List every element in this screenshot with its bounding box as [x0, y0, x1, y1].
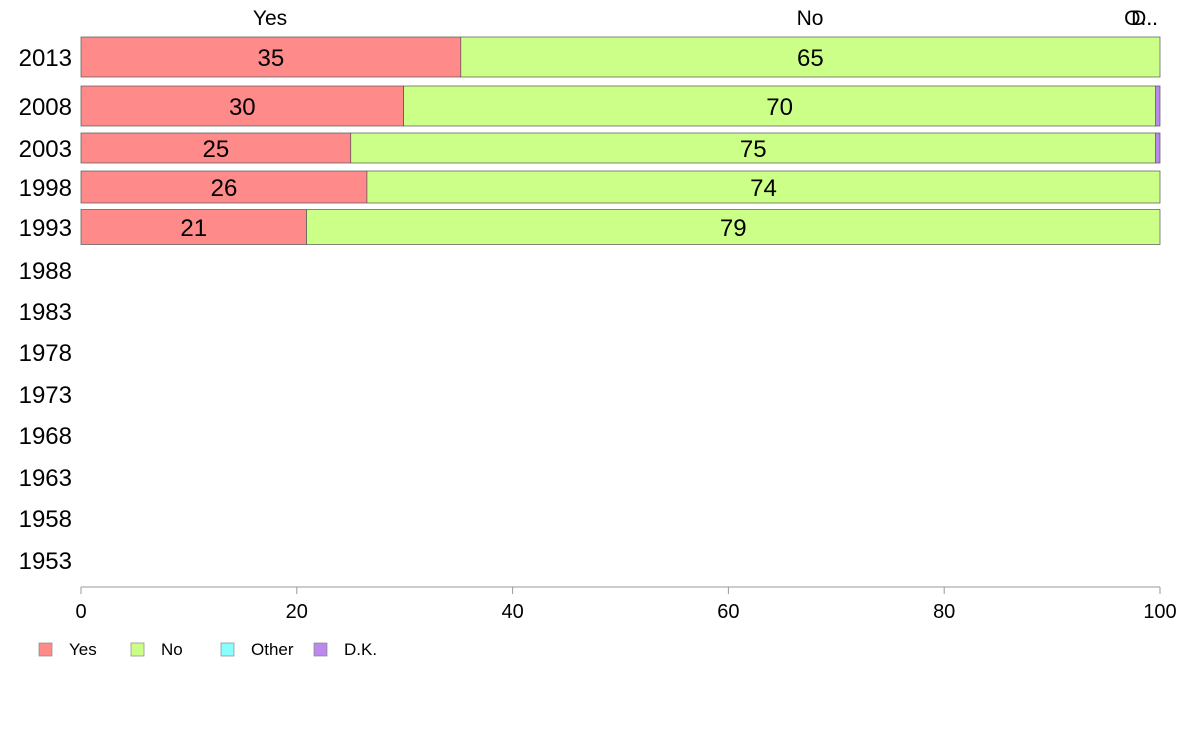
y-tick-label-2003: 2003: [19, 136, 72, 163]
legend-swatch-yes: [38, 642, 53, 657]
legend-label-no: No: [161, 640, 183, 659]
bar-2013-no: [460, 36, 1161, 78]
x-tick-label-0: 0: [75, 601, 86, 623]
legend-label-dk: D.K.: [344, 640, 377, 659]
x-tick-label-40: 40: [501, 601, 523, 623]
column-label-3: O...: [1124, 7, 1158, 30]
y-tick-label-1963: 1963: [19, 465, 72, 492]
bar-label-1993-no: 79: [720, 215, 747, 242]
y-tick-label-1968: 1968: [19, 423, 72, 450]
bar-label-1993-yes: 21: [180, 215, 207, 242]
legend-swatch-dk: [313, 642, 328, 657]
bar-2003-yes: [80, 132, 352, 164]
column-label-0: Yes: [253, 7, 287, 30]
bar-2003-no: [350, 132, 1157, 164]
x-tick-label-60: 60: [717, 601, 739, 623]
y-tick-label-2013: 2013: [19, 45, 72, 72]
bar-1998-no: [366, 170, 1161, 204]
bar-1993-yes: [80, 209, 307, 245]
bar-2008-yes: [80, 85, 404, 127]
column-label-1: No: [797, 7, 824, 30]
bar-label-1998-no: 74: [750, 175, 777, 202]
bar-2008-dk: [1155, 85, 1161, 127]
bar-2013-yes: [80, 36, 462, 78]
y-tick-label-1978: 1978: [19, 340, 72, 367]
bar-label-2013-yes: 35: [258, 45, 285, 72]
bar-label-2008-no: 70: [766, 94, 793, 121]
y-tick-label-1983: 1983: [19, 299, 72, 326]
column-label-2: D..: [1131, 7, 1158, 30]
x-tick-label-100: 100: [1143, 601, 1176, 623]
bar-1998-yes: [80, 170, 368, 204]
legend-swatch-other: [220, 642, 235, 657]
legend-swatch-no: [130, 642, 145, 657]
legend-label-yes: Yes: [69, 640, 97, 659]
bar-label-1998-yes: 26: [211, 175, 238, 202]
bar-1993-no: [306, 209, 1161, 245]
x-tick-label-20: 20: [286, 601, 308, 623]
y-tick-label-1953: 1953: [19, 548, 72, 575]
legend-label-other: Other: [251, 640, 294, 659]
y-tick-label-1988: 1988: [19, 258, 72, 285]
bar-label-2008-yes: 30: [229, 94, 256, 121]
y-tick-label-1958: 1958: [19, 506, 72, 533]
y-tick-label-1998: 1998: [19, 175, 72, 202]
y-tick-label-2008: 2008: [19, 94, 72, 121]
bar-2003-dk: [1155, 132, 1161, 164]
bar-label-2013-no: 65: [797, 45, 824, 72]
y-tick-label-1993: 1993: [19, 215, 72, 242]
bar-label-2003-no: 75: [740, 136, 767, 163]
x-tick-label-80: 80: [933, 601, 955, 623]
y-tick-label-1973: 1973: [19, 382, 72, 409]
bar-label-2003-yes: 25: [203, 136, 230, 163]
bar-2008-no: [403, 85, 1157, 127]
